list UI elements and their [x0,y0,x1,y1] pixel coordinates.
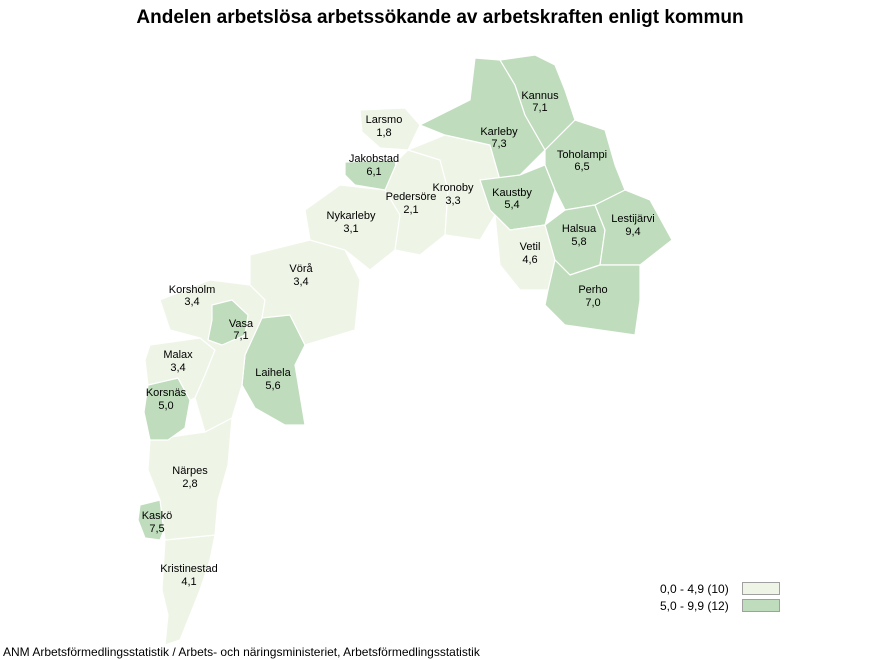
legend-row-low: 0,0 - 4,9 (10) [660,580,780,597]
label-name-kaustby: Kaustby [492,187,532,199]
source-note: ANM Arbetsförmedlingsstatistik / Arbets-… [3,645,480,659]
label-value-nykarleby: 3,1 [343,223,358,235]
label-name-larsmo: Larsmo [366,114,403,126]
label-value-kronoby: 3,3 [445,195,460,207]
label-value-kristinestad: 4,1 [181,576,196,588]
municipality-lestijarvi[interactable] [594,189,673,266]
label-name-kasko: Kaskö [142,510,173,522]
label-name-toholampi: Toholampi [557,149,607,161]
label-value-karleby: 7,3 [491,138,506,150]
label-name-karleby: Karleby [480,126,518,138]
map-legend: 0,0 - 4,9 (10) 5,0 - 9,9 (12) [660,580,780,614]
municipality-kaustby[interactable] [479,164,556,231]
label-name-korsholm: Korsholm [169,284,215,296]
municipality-vasa[interactable] [207,299,249,346]
label-value-kannus: 7,1 [532,102,547,114]
label-name-kannus: Kannus [521,90,559,102]
label-value-kasko: 7,5 [149,523,164,535]
label-name-korsnas: Korsnäs [146,387,187,399]
label-value-vasa: 7,1 [233,330,248,342]
label-name-laihela: Laihela [255,367,291,379]
label-value-jakobstad: 6,1 [366,166,381,178]
municipality-labels: Kannus 7,1 Larsmo 1,8 Karleby 7,3 Tohola… [142,90,655,588]
label-name-kronoby: Kronoby [433,182,474,194]
legend-label-low: 0,0 - 4,9 (10) [660,581,729,596]
label-value-vetil: 4,6 [522,254,537,266]
label-name-lestijarvi: Lestijärvi [611,213,654,225]
label-value-narpes: 2,8 [182,478,197,490]
label-value-lestijarvi: 9,4 [625,226,640,238]
label-name-halsua: Halsua [562,223,597,235]
label-value-halsua: 5,8 [571,236,586,248]
legend-label-high: 5,0 - 9,9 (12) [660,598,729,613]
label-value-kaustby: 5,4 [504,199,519,211]
label-name-kristinestad: Kristinestad [160,563,217,575]
label-value-perho: 7,0 [585,297,600,309]
label-value-korsnas: 5,0 [158,400,173,412]
municipality-kristinestad[interactable] [161,534,216,646]
label-value-vora: 3,4 [293,276,308,288]
label-value-larsmo: 1,8 [376,127,391,139]
label-name-vetil: Vetil [520,241,541,253]
label-name-perho: Perho [578,284,607,296]
map-title: Andelen arbetslösa arbetssökande av arbe… [136,7,744,28]
label-name-vasa: Vasa [229,318,254,330]
label-name-malax: Malax [163,349,193,361]
label-name-pedersore: Pedersöre [386,191,437,203]
label-name-narpes: Närpes [172,465,208,477]
label-value-pedersore: 2,1 [403,204,418,216]
legend-swatch-high [742,599,780,612]
label-value-laihela: 5,6 [265,380,280,392]
label-name-nykarleby: Nykarleby [327,210,376,222]
label-name-vora: Vörå [289,263,313,275]
label-value-malax: 3,4 [170,362,185,374]
legend-swatch-low [742,582,780,595]
label-name-jakobstad: Jakobstad [349,153,399,165]
legend-row-high: 5,0 - 9,9 (12) [660,597,780,614]
municipality-perho[interactable] [544,259,641,336]
label-value-korsholm: 3,4 [184,296,199,308]
label-value-toholampi: 6,5 [574,161,589,173]
